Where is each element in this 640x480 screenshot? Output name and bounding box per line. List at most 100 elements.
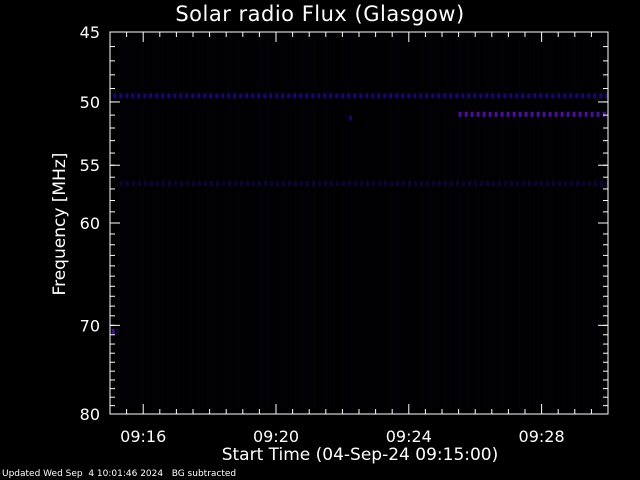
- feature-band-49-5: [587, 93, 591, 99]
- feature-band-49-5: [317, 93, 321, 99]
- heat-column: [177, 34, 178, 412]
- heat-column: [339, 34, 340, 412]
- heat-column: [313, 34, 314, 412]
- heat-column: [403, 34, 404, 412]
- heat-column: [223, 34, 224, 412]
- heat-column: [419, 34, 420, 412]
- feature-band-49-5: [269, 93, 273, 99]
- feature-band-56-5: [120, 181, 123, 187]
- feature-band-56-5: [192, 181, 195, 187]
- feature-band-56-5: [348, 181, 351, 187]
- heat-column: [507, 34, 508, 412]
- feature-band-49-5: [491, 93, 495, 99]
- feature-band-49-5: [149, 93, 153, 99]
- heat-column: [155, 34, 156, 412]
- heat-column: [463, 34, 464, 412]
- heat-column: [475, 34, 476, 412]
- feature-band-49-5: [461, 93, 465, 99]
- heat-column: [285, 34, 286, 412]
- heat-column: [451, 34, 452, 412]
- feature-band-56-5: [324, 181, 327, 187]
- heat-column: [377, 34, 378, 412]
- feature-band-56-5: [432, 181, 435, 187]
- heat-column: [559, 34, 560, 412]
- heat-column: [493, 34, 494, 412]
- heat-column: [237, 34, 238, 412]
- heat-column: [137, 34, 138, 412]
- heat-column: [157, 34, 158, 412]
- heat-column: [273, 34, 274, 412]
- heat-column: [385, 34, 386, 412]
- feature-band-51: [488, 111, 492, 117]
- heat-column: [205, 34, 206, 412]
- heat-column: [169, 34, 170, 412]
- heat-column: [337, 34, 338, 412]
- heat-column: [551, 34, 552, 412]
- feature-band-49-5: [527, 93, 531, 99]
- feature-band-51: [596, 111, 600, 117]
- feature-band-49-5: [509, 93, 513, 99]
- heat-column: [275, 34, 276, 412]
- heat-column: [447, 34, 448, 412]
- feature-band-51: [458, 111, 462, 117]
- heat-column: [345, 34, 346, 412]
- heat-column: [309, 34, 310, 412]
- feature-band-56-5: [426, 181, 429, 187]
- heat-column: [147, 34, 148, 412]
- heat-column: [581, 34, 582, 412]
- heat-column: [561, 34, 562, 412]
- x-tick-label: 09:28: [519, 427, 565, 446]
- feature-band-56-5: [264, 181, 267, 187]
- y-tick-label: 80: [80, 405, 100, 424]
- feature-band-56-5: [564, 181, 567, 187]
- feature-band-49-5: [227, 93, 231, 99]
- feature-band-56-5: [198, 181, 201, 187]
- feature-band-49-5: [479, 93, 483, 99]
- feature-band-51: [560, 111, 564, 117]
- feature-band-56-5: [360, 181, 363, 187]
- x-tick-label: 09:24: [386, 427, 432, 446]
- heat-column: [453, 34, 454, 412]
- heat-column: [283, 34, 284, 412]
- heat-column: [401, 34, 402, 412]
- feature-band-56-5: [540, 181, 543, 187]
- heat-column: [301, 34, 302, 412]
- feature-band-49-5: [329, 93, 333, 99]
- heat-column: [415, 34, 416, 412]
- heat-column: [397, 34, 398, 412]
- feature-band-56-5: [390, 181, 393, 187]
- heat-column: [351, 34, 352, 412]
- feature-band-56-5: [396, 181, 399, 187]
- heat-column: [215, 34, 216, 412]
- heat-column: [521, 34, 522, 412]
- feature-band-56-5: [588, 181, 591, 187]
- heat-column: [555, 34, 556, 412]
- heat-column: [541, 34, 542, 412]
- heat-column: [131, 34, 132, 412]
- feature-band-56-5: [516, 181, 519, 187]
- heat-column: [355, 34, 356, 412]
- feature-band-56-5: [474, 181, 477, 187]
- heat-column: [529, 34, 530, 412]
- y-tick-label: 50: [80, 93, 100, 112]
- feature-band-56-5: [378, 181, 381, 187]
- feature-band-49-5: [305, 93, 309, 99]
- heat-column: [409, 34, 410, 412]
- heat-column: [527, 34, 528, 412]
- heat-column: [189, 34, 190, 412]
- heat-column: [181, 34, 182, 412]
- feature-band-56-5: [552, 181, 555, 187]
- heat-column: [323, 34, 324, 412]
- heat-column: [271, 34, 272, 412]
- heat-column: [575, 34, 576, 412]
- feature-band-51: [542, 111, 546, 117]
- heat-column: [325, 34, 326, 412]
- feature-band-49-5: [581, 93, 585, 99]
- heat-column: [523, 34, 524, 412]
- feature-band-49-5: [605, 93, 608, 99]
- x-tick-label: 09:16: [120, 427, 166, 446]
- heat-column: [305, 34, 306, 412]
- heat-column: [203, 34, 204, 412]
- heat-column: [217, 34, 218, 412]
- heat-column: [597, 34, 598, 412]
